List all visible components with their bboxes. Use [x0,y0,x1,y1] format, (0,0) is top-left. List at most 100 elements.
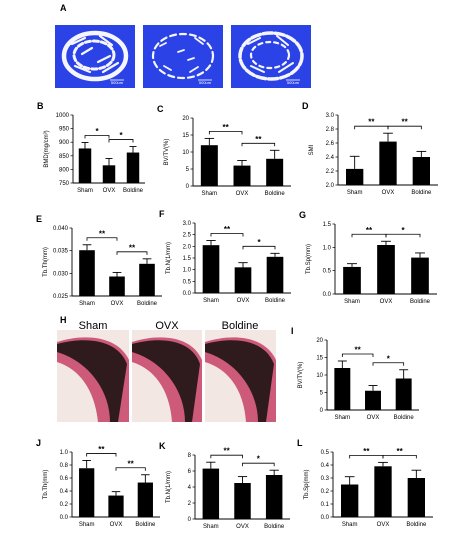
category-label: OVX [236,191,249,197]
y-axis-label: Tb.N(1/mm) [166,242,172,274]
category-label: Sham [203,298,219,304]
scalebar-label: 500um [111,80,124,85]
bar [365,390,381,410]
chart-panel-l: L 0.0 0.1 0.2 0.3 0.4 0.5 Tb.Sp(mm) Sham OVX Boldi… [297,438,433,528]
category-label: OVX [236,524,249,530]
significance-label: * [119,131,123,140]
category-label: Sham [201,191,217,197]
y-tick-label: 0.8 [60,463,69,469]
y-tick-label: 0.025 [53,294,69,300]
panel-h: H Sham OVX Boldine [57,315,276,422]
bar [411,257,429,294]
y-tick-label: 0 [186,184,190,190]
y-axis-label: Tb.Sp(mm) [306,244,312,274]
significance-label: ** [224,447,231,456]
image-title: Boldine [253,10,290,22]
category-label: OVX [111,301,124,307]
significance-label: ** [397,447,404,456]
y-tick-label: 6 [188,469,192,475]
significance-bracket [372,362,405,366]
category-label: Boldine [265,191,286,197]
panel-a-label: A [60,3,67,13]
microct-image-ovx: OVX 500um [143,10,223,88]
y-axis-label: Tb.N(1/mm) [166,471,172,503]
category-label: Sham [347,190,363,196]
scalebar-label: 500um [287,80,300,85]
chart-panel-d: D 2.0 2.2 2.4 2.6 2.8 3.0 SMI Sham OVX Boldine ** ** [302,101,438,196]
category-label: OVX [103,188,116,194]
y-axis-label: Tb.Th(mm) [43,247,49,277]
significance-bracket [86,237,118,241]
y-tick-label: 0.1 [321,502,330,508]
y-axis-label: BMD(mg/cm³) [44,130,50,167]
y-tick-label: 0.0 [321,515,330,521]
significance-bracket [241,142,276,147]
cortical-bone [132,340,200,422]
y-tick-label: 0.030 [53,271,69,277]
significance-label: ** [223,123,230,132]
y-tick-label: 15 [182,133,189,139]
significance-label: ** [128,459,135,468]
category-label: Boldine [410,299,431,305]
significance-bracket [208,131,243,135]
bar [379,141,397,185]
y-tick-label: 0.0 [323,292,332,298]
bar [79,468,95,517]
histology-image-sham: Sham [57,320,129,422]
panel-label: L [297,438,303,448]
category-label: Sham [342,522,358,528]
y-tick-label: 0 [188,517,192,523]
y-tick-label: 0.5 [323,269,332,275]
significance-label: ** [363,447,370,456]
panel-label: K [159,441,166,451]
significance-label: ** [402,118,409,127]
y-tick-label: 0.4 [321,463,330,469]
y-tick-label: 1.0 [60,450,69,456]
bar [234,267,252,293]
image-title: Boldine [222,320,259,332]
y-tick-label: 2.6 [326,141,335,147]
bar [343,266,361,294]
category-label: Sham [344,299,360,305]
y-tick-label: 0.2 [321,489,330,495]
category-label: Boldine [264,524,285,530]
chart-panel-e: E 0.025 0.030 0.035 0.040 Tb.Th(mm) Sham OVX Bol… [36,214,162,307]
significance-bracket [341,353,374,357]
significance-label: * [257,455,261,464]
chart-panel-j: J 0.0 0.2 0.4 0.6 0.8 1.0 Tb.Th(mm) Sham OVX Boldi… [36,438,160,528]
category-label: Sham [79,522,95,528]
significance-bracket [108,139,134,143]
y-axis-label: SMI [309,144,315,155]
category-label: Boldine [411,190,432,196]
y-tick-label: 15 [316,356,323,362]
y-tick-label: 1.5 [323,222,332,228]
panel-a: A Sham 500um OVX 500um [55,3,311,88]
panel-label: B [37,101,44,111]
significance-label: ** [355,346,362,355]
bar [334,368,351,410]
y-tick-label: 2.2 [326,169,335,175]
bar [109,276,125,296]
significance-label: ** [224,225,231,234]
category-label: Boldine [137,301,158,307]
significance-bracket [242,245,276,250]
significance-bracket [382,455,417,459]
y-tick-label: 950 [59,127,70,133]
scalebar-label: 500um [199,80,212,85]
y-tick-label: 0.035 [53,249,69,255]
significance-label: * [95,127,99,136]
bar [395,378,412,410]
category-label: Sham [203,524,219,530]
y-tick-label: 800 [59,167,70,173]
y-axis-label: BV/TV(%) [164,139,170,166]
bar [266,158,284,186]
panel-label: C [157,104,164,114]
significance-bracket [115,467,146,471]
panel-label: D [302,101,309,111]
y-tick-label: 0.5 [321,450,330,456]
bar [233,165,251,186]
y-tick-label: 0.4 [60,489,69,495]
category-label: OVX [237,298,250,304]
image-title: Sham [81,10,110,22]
